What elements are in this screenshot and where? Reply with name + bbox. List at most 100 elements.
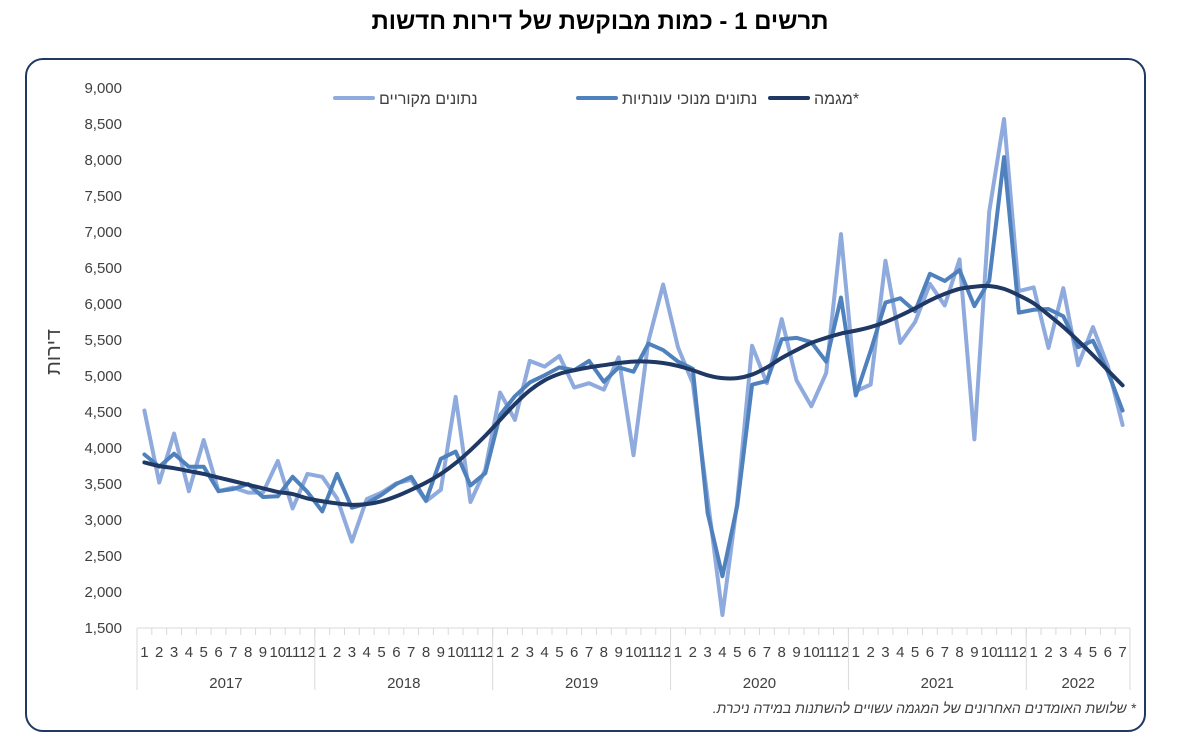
x-tick-label-month: 10 xyxy=(269,644,286,661)
x-tick-label-month: 4 xyxy=(185,644,193,661)
x-tick-label-month: 5 xyxy=(377,644,385,661)
x-tick-label-month: 9 xyxy=(259,644,267,661)
y-axis-label: דירות xyxy=(43,329,65,375)
x-tick-label-month: 1 xyxy=(318,644,326,661)
x-tick-label-month: 8 xyxy=(422,644,430,661)
x-tick-label-month: 2 xyxy=(1044,644,1052,661)
x-tick-label-month: 12 xyxy=(1010,644,1027,661)
x-tick-label-month: 8 xyxy=(955,644,963,661)
x-tick-label-month: 5 xyxy=(733,644,741,661)
x-tick-label-month: 6 xyxy=(214,644,222,661)
x-tick-label-month: 7 xyxy=(229,644,237,661)
x-tick-label-month: 7 xyxy=(1118,644,1126,661)
x-tick-label-month: 8 xyxy=(778,644,786,661)
x-tick-label-month: 10 xyxy=(803,644,820,661)
y-tick-label: 4,500 xyxy=(84,404,122,421)
x-tick-label-month: 11 xyxy=(641,644,657,661)
x-tick-label-year: 2018 xyxy=(387,675,420,692)
x-tick-label-month: 10 xyxy=(447,644,464,661)
x-tick-label-month: 8 xyxy=(244,644,252,661)
y-tick-label: 9,000 xyxy=(84,80,122,97)
y-tick-label: 3,500 xyxy=(84,476,122,493)
x-tick-label-month: 12 xyxy=(299,644,316,661)
x-tick-label-month: 11 xyxy=(818,644,834,661)
x-tick-label-month: 4 xyxy=(896,644,904,661)
x-tick-label-month: 5 xyxy=(555,644,563,661)
x-tick-label-month: 2 xyxy=(866,644,874,661)
x-tick-label-month: 12 xyxy=(477,644,494,661)
x-tick-label-month: 7 xyxy=(407,644,415,661)
y-tick-label: 6,000 xyxy=(84,296,122,313)
legend-label: נתונים מנוכי עונתיות xyxy=(622,91,757,108)
y-tick-label: 2,000 xyxy=(84,584,122,601)
x-tick-label-month: 9 xyxy=(970,644,978,661)
y-tick-label: 7,500 xyxy=(84,188,122,205)
x-tick-label-month: 7 xyxy=(763,644,771,661)
x-tick-label-month: 6 xyxy=(392,644,400,661)
y-tick-label: 2,500 xyxy=(84,548,122,565)
x-tick-label-month: 8 xyxy=(600,644,608,661)
legend: נתונים מקוריים נתונים מנוכי עונתיות מגמה* xyxy=(333,91,859,108)
x-tick-label-month: 3 xyxy=(1059,644,1067,661)
x-tick-label-month: 9 xyxy=(792,644,800,661)
x-tick-label-month: 9 xyxy=(615,644,623,661)
x-tick-label-month: 3 xyxy=(881,644,889,661)
x-tick-label-month: 5 xyxy=(200,644,208,661)
y-tick-label: 7,000 xyxy=(84,224,122,241)
chart-frame xyxy=(25,58,1146,732)
x-tick-label-month: 11 xyxy=(285,644,301,661)
x-tick-label-month: 11 xyxy=(463,644,479,661)
x-tick-label-month: 12 xyxy=(833,644,850,661)
y-tick-label: 3,000 xyxy=(84,512,122,529)
x-tick-label-month: 5 xyxy=(911,644,919,661)
x-tick-label-year: 2017 xyxy=(209,675,242,692)
x-tick-label-year: 2020 xyxy=(743,675,776,692)
chart-title: תרשים 1 - כמות מבוקשת של דירות חדשות xyxy=(371,8,829,35)
x-tick-label-month: 2 xyxy=(333,644,341,661)
x-tick-label-month: 5 xyxy=(1089,644,1097,661)
x-tick-label-month: 10 xyxy=(981,644,998,661)
x-tick-label-year: 2021 xyxy=(921,675,954,692)
x-tick-label-month: 2 xyxy=(689,644,697,661)
x-tick-label-month: 1 xyxy=(674,644,682,661)
y-tick-label: 8,000 xyxy=(84,152,122,169)
x-tick-label-month: 4 xyxy=(1074,644,1082,661)
x-tick-label-month: 3 xyxy=(703,644,711,661)
series-line-1 xyxy=(142,116,1125,618)
series-line-3 xyxy=(142,283,1125,507)
axes: 1,500 2,000 2,500 3,000 3,500 4,000 4,500 5,000… xyxy=(84,80,1131,692)
x-tick-label-year: 2022 xyxy=(1061,675,1094,692)
x-tick-label-month: 4 xyxy=(718,644,726,661)
x-tick-label-month: 6 xyxy=(570,644,578,661)
x-tick-label-month: 4 xyxy=(540,644,548,661)
x-tick-label-month: 6 xyxy=(926,644,934,661)
x-tick-label-month: 1 xyxy=(852,644,860,661)
y-tick-label: 8,500 xyxy=(84,116,122,133)
series-lines xyxy=(142,116,1125,618)
x-tick-label-month: 1 xyxy=(496,644,504,661)
x-tick-label-month: 2 xyxy=(155,644,163,661)
x-tick-label-month: 9 xyxy=(437,644,445,661)
y-tick-label: 1,500 xyxy=(84,620,122,637)
x-tick-label-month: 6 xyxy=(748,644,756,661)
y-tick-label: 5,500 xyxy=(84,332,122,349)
x-tick-label-month: 7 xyxy=(941,644,949,661)
x-tick-label-month: 7 xyxy=(585,644,593,661)
x-tick-label-month: 3 xyxy=(526,644,534,661)
x-tick-label-month: 1 xyxy=(140,644,148,661)
x-tick-label-year: 2019 xyxy=(565,675,598,692)
series-line-2 xyxy=(142,155,1125,579)
x-tick-label-month: 1 xyxy=(1029,644,1037,661)
x-tick-label-month: 3 xyxy=(170,644,178,661)
x-tick-label-month: 2 xyxy=(511,644,519,661)
x-tick-label-month: 11 xyxy=(996,644,1012,661)
x-tick-label-month: 4 xyxy=(363,644,371,661)
x-tick-label-month: 3 xyxy=(348,644,356,661)
y-tick-label: 5,000 xyxy=(84,368,122,385)
x-tick-label-month: 10 xyxy=(625,644,642,661)
footnote: * שלושת האומדנים האחרונים של המגמה עשויי… xyxy=(712,700,1136,716)
legend-label: נתונים מקוריים xyxy=(379,91,478,108)
y-tick-label: 6,500 xyxy=(84,260,122,277)
x-tick-label-month: 6 xyxy=(1104,644,1112,661)
